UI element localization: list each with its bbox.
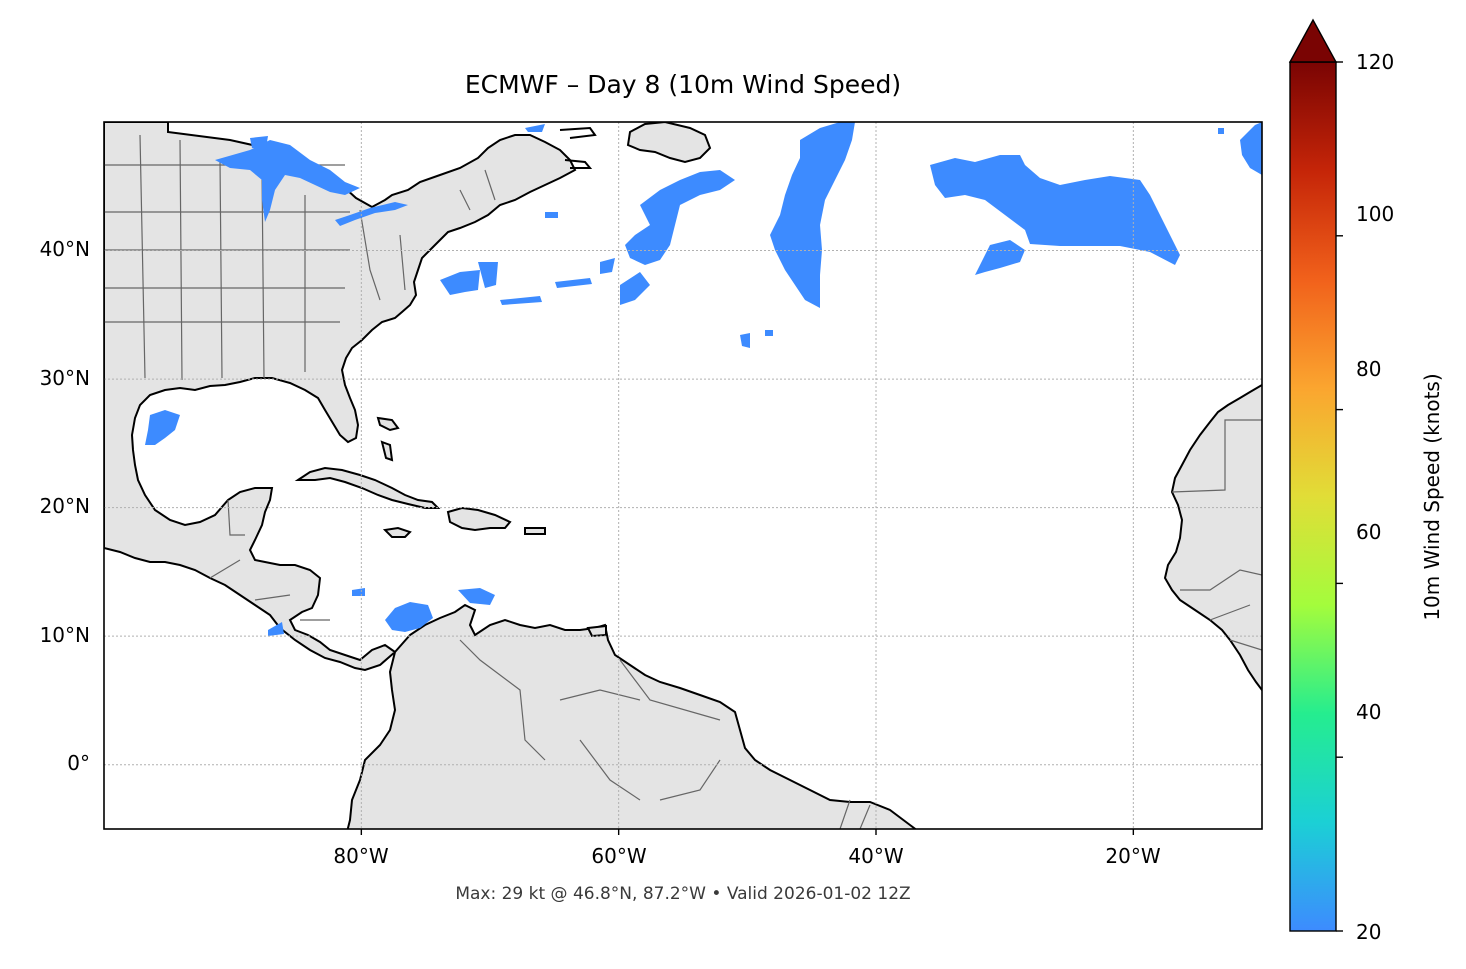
wind-patch-central-north: [770, 122, 855, 308]
trinidad-island: [586, 624, 607, 638]
colorbar-gradient: [1289, 61, 1337, 932]
lat-tick-label: 30°N: [39, 366, 90, 390]
wind-speed-field: [145, 122, 1262, 636]
south-america-land: [346, 603, 917, 829]
colorbar-tick-label: 100: [1356, 202, 1395, 226]
graticule: [104, 122, 1262, 829]
puerto-rico-island: [524, 527, 546, 535]
wind-patch-lake-erie: [335, 202, 408, 226]
newfoundland-nova-scotia: [626, 122, 712, 164]
colorbar-tick-label: 20: [1356, 920, 1382, 944]
north-america-land: [104, 122, 577, 672]
colorbar-label: 10m Wind Speed (knots): [1420, 373, 1444, 621]
colorbar-extend-max-triangle: [1288, 18, 1338, 63]
max-wind-footer: Max: 29 kt @ 46.8°N, 87.2°W • Valid 2026…: [455, 884, 911, 904]
colorbar: [1288, 18, 1343, 932]
axis-ticks: [360, 829, 1135, 835]
jamaica-island: [382, 526, 412, 538]
lat-tick-label: 20°N: [39, 494, 90, 518]
colorbar-tick-label: 120: [1356, 50, 1395, 74]
lat-tick-label: 40°N: [39, 237, 90, 261]
map-frame: [103, 121, 1263, 830]
wind-patch-gulf-mexico: [145, 410, 180, 445]
wind-patch-caribbean-south: [268, 588, 495, 636]
lon-tick-label: 60°W: [591, 844, 647, 868]
hispaniola-island: [446, 506, 512, 532]
lon-tick-label: 20°W: [1105, 844, 1161, 868]
wind-patch-midatlantic: [620, 170, 735, 305]
africa-land: [1163, 384, 1262, 691]
colorbar-tick-label: 80: [1356, 357, 1382, 381]
wind-patch-offshore-east: [440, 262, 542, 305]
lat-tick-label: 10°N: [39, 623, 90, 647]
map-title: ECMWF – Day 8 (10m Wind Speed): [464, 70, 902, 99]
cuba-island: [294, 466, 441, 509]
wind-patch-great-lakes: [215, 140, 360, 222]
wind-patch-far-northeast: [1218, 122, 1262, 175]
lon-tick-label: 80°W: [333, 844, 389, 868]
land-masses: [104, 122, 1262, 829]
colorbar-tick-label: 60: [1356, 520, 1382, 544]
political-borders: [104, 134, 1262, 829]
lat-tick-label: 0°: [67, 751, 90, 775]
wind-patch-northeast-atlantic: [930, 155, 1180, 275]
gulf-st-lawrence-islands: [559, 126, 597, 169]
bahamas-islands: [376, 416, 400, 462]
lon-tick-label: 40°W: [848, 844, 904, 868]
colorbar-tick-label: 40: [1356, 700, 1382, 724]
